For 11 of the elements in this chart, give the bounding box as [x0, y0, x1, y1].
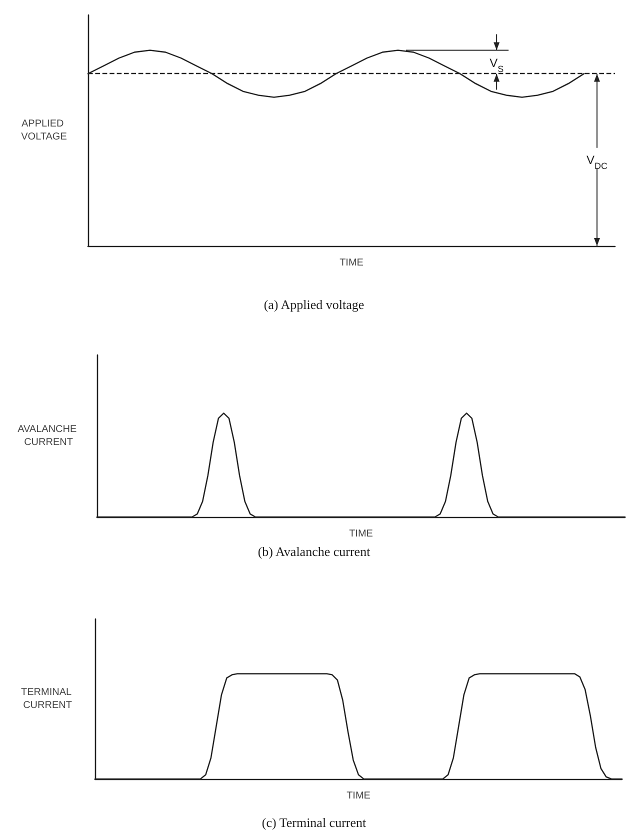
- text: (a) Applied voltage: [264, 297, 364, 312]
- x-axis-title: TIME: [346, 790, 371, 802]
- annotation: V$_{S}$: [490, 56, 504, 74]
- annotation: V$_{DC}$: [586, 152, 608, 171]
- y-axis-title: TERMINAL CURRENT: [21, 687, 74, 711]
- y-axis-title: APPLIED VOLTAGE: [21, 118, 68, 142]
- y-axis-title: AVALANCHE CURRENT: [18, 424, 80, 448]
- x-axis-title: TIME: [349, 528, 374, 540]
- text: (c) Terminal current: [262, 815, 367, 830]
- text: (b) Avalanche current: [258, 544, 371, 559]
- x-axis-title: TIME: [340, 258, 364, 268]
